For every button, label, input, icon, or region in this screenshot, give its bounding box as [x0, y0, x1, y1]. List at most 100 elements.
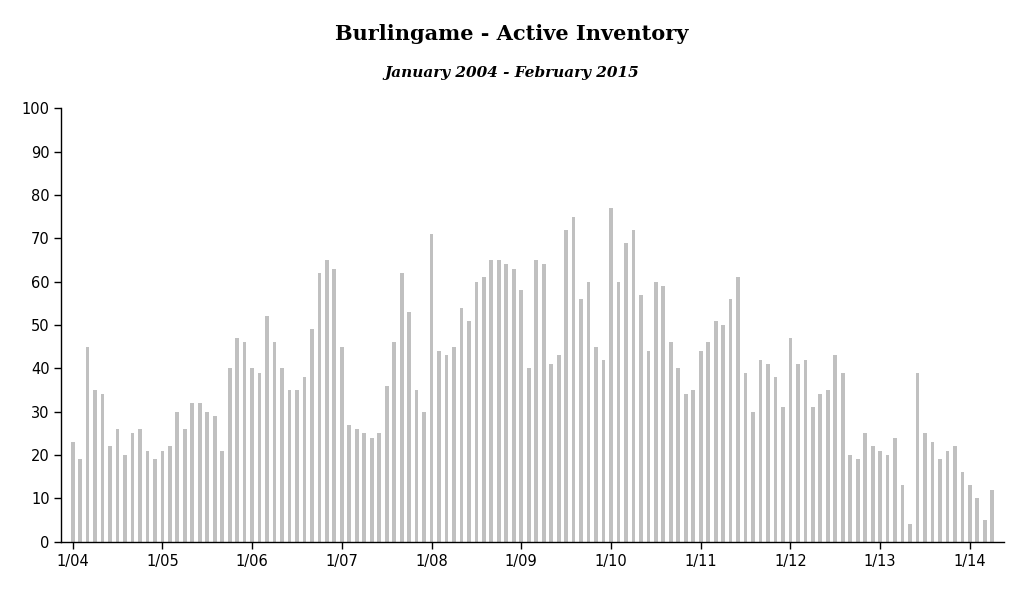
Bar	[198, 403, 202, 542]
Bar	[931, 442, 934, 542]
Bar	[310, 329, 313, 542]
Bar	[153, 459, 157, 542]
Bar	[826, 390, 829, 542]
Bar	[505, 264, 508, 542]
Bar	[145, 451, 150, 542]
Bar	[961, 473, 965, 542]
Bar	[355, 429, 358, 542]
Bar	[168, 447, 172, 542]
Bar	[474, 282, 478, 542]
Bar	[220, 451, 224, 542]
Bar	[250, 368, 254, 542]
Bar	[370, 438, 374, 542]
Bar	[811, 408, 815, 542]
Bar	[729, 299, 732, 542]
Bar	[549, 364, 553, 542]
Bar	[213, 416, 217, 542]
Bar	[721, 325, 725, 542]
Bar	[116, 429, 120, 542]
Bar	[639, 295, 643, 542]
Bar	[983, 520, 987, 542]
Bar	[953, 447, 956, 542]
Bar	[100, 394, 104, 542]
Bar	[78, 459, 82, 542]
Bar	[183, 429, 186, 542]
Bar	[281, 368, 284, 542]
Bar	[781, 408, 784, 542]
Bar	[743, 373, 748, 542]
Bar	[714, 321, 718, 542]
Bar	[879, 451, 882, 542]
Bar	[437, 351, 441, 542]
Bar	[340, 347, 344, 542]
Bar	[788, 338, 793, 542]
Bar	[123, 455, 127, 542]
Bar	[587, 282, 591, 542]
Bar	[968, 485, 972, 542]
Bar	[227, 368, 231, 542]
Bar	[669, 343, 673, 542]
Bar	[893, 438, 897, 542]
Bar	[924, 433, 927, 542]
Bar	[580, 299, 583, 542]
Bar	[138, 429, 141, 542]
Bar	[422, 412, 426, 542]
Bar	[190, 403, 195, 542]
Bar	[258, 373, 261, 542]
Bar	[489, 260, 494, 542]
Bar	[519, 290, 523, 542]
Bar	[347, 425, 351, 542]
Bar	[863, 433, 867, 542]
Bar	[901, 485, 904, 542]
Bar	[698, 351, 702, 542]
Bar	[362, 433, 367, 542]
Bar	[385, 386, 388, 542]
Bar	[535, 260, 538, 542]
Bar	[377, 433, 381, 542]
Bar	[175, 412, 179, 542]
Bar	[482, 278, 485, 542]
Bar	[834, 355, 838, 542]
Bar	[497, 260, 501, 542]
Bar	[527, 368, 530, 542]
Bar	[594, 347, 598, 542]
Bar	[333, 268, 336, 542]
Bar	[86, 347, 89, 542]
Bar	[460, 308, 463, 542]
Bar	[736, 278, 740, 542]
Bar	[302, 377, 306, 542]
Bar	[243, 343, 247, 542]
Bar	[616, 282, 621, 542]
Bar	[564, 230, 568, 542]
Bar	[444, 355, 449, 542]
Bar	[161, 451, 164, 542]
Bar	[93, 390, 97, 542]
Bar	[752, 412, 755, 542]
Bar	[624, 243, 628, 542]
Bar	[392, 343, 396, 542]
Bar	[856, 459, 859, 542]
Bar	[206, 412, 209, 542]
Bar	[71, 442, 75, 542]
Bar	[109, 447, 112, 542]
Bar	[691, 390, 695, 542]
Bar	[632, 230, 635, 542]
Bar	[512, 268, 516, 542]
Bar	[654, 282, 657, 542]
Text: January 2004 - February 2015: January 2004 - February 2015	[385, 66, 639, 80]
Bar	[295, 390, 299, 542]
Bar	[707, 343, 710, 542]
Bar	[430, 234, 433, 542]
Bar	[908, 524, 912, 542]
Bar	[945, 451, 949, 542]
Bar	[557, 355, 560, 542]
Bar	[571, 217, 575, 542]
Bar	[453, 347, 456, 542]
Bar	[938, 459, 942, 542]
Bar	[272, 343, 276, 542]
Bar	[602, 360, 605, 542]
Bar	[265, 317, 269, 542]
Bar	[131, 433, 134, 542]
Text: Burlingame - Active Inventory: Burlingame - Active Inventory	[335, 24, 689, 44]
Bar	[399, 273, 403, 542]
